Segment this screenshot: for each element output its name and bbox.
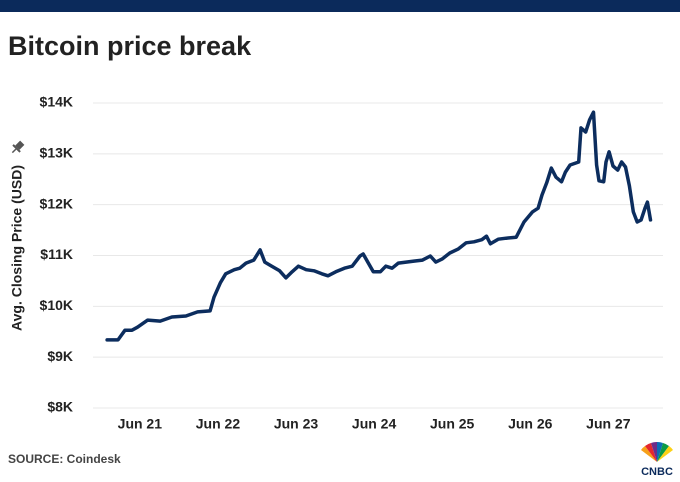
y-tick-label: $12K xyxy=(40,195,73,211)
x-tick-label: Jun 22 xyxy=(196,416,241,432)
y-tick-label: $11K xyxy=(40,246,73,262)
x-tick-label: Jun 26 xyxy=(508,416,553,432)
x-tick-label: Jun 23 xyxy=(274,416,319,432)
x-tick-label: Jun 21 xyxy=(118,416,163,432)
chart-title: Bitcoin price break xyxy=(8,31,252,61)
x-tick-label: Jun 27 xyxy=(586,416,631,432)
source: SOURCE: Coindesk xyxy=(8,452,121,466)
x-tick-label: Jun 25 xyxy=(430,416,475,432)
x-tick-label: Jun 24 xyxy=(352,416,397,432)
y-tick-label: $9K xyxy=(47,348,73,364)
cnbc-logo: CNBC xyxy=(641,441,673,478)
y-tick-label: $14K xyxy=(40,94,73,110)
y-tick-label: $10K xyxy=(40,297,73,313)
y-tick-label: $13K xyxy=(40,145,73,161)
logo-text: CNBC xyxy=(641,466,673,478)
y-tick-label: $8K xyxy=(47,399,73,415)
pin-icon xyxy=(11,140,25,154)
top-bar xyxy=(0,0,680,12)
price-line xyxy=(105,110,653,342)
y-axis-label: Avg. Closing Price (USD) xyxy=(9,165,25,331)
